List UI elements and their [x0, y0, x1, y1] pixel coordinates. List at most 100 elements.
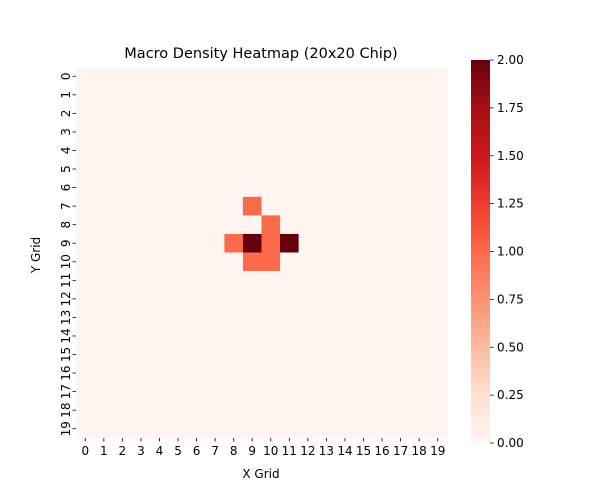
heatmap-cell [317, 400, 337, 420]
heatmap-cell [131, 419, 151, 439]
heatmap-cell [242, 141, 262, 161]
heatmap-cell [150, 419, 170, 439]
heatmap-cell [354, 382, 374, 402]
x-tick-label: 17 [393, 444, 408, 458]
heatmap-cell [242, 104, 262, 124]
heatmap-cell [113, 363, 133, 383]
heatmap-cell [372, 345, 392, 365]
x-tick-label: 18 [412, 444, 427, 458]
y-tick-label: 19 [59, 421, 73, 436]
heatmap-cell [354, 289, 374, 309]
heatmap-cell [113, 345, 133, 365]
heatmap-cell [131, 159, 151, 179]
x-tick-label: 8 [230, 444, 238, 458]
heatmap-cell [280, 104, 299, 124]
heatmap-cell [76, 141, 95, 161]
heatmap-cell [113, 159, 133, 179]
heatmap-cell [298, 382, 318, 402]
heatmap-cell [317, 178, 337, 198]
heatmap-cell [335, 326, 355, 346]
heatmap-cell [335, 289, 355, 309]
heatmap-cell [409, 85, 429, 105]
heatmap-cell [372, 104, 392, 124]
heatmap-cell [354, 271, 374, 290]
heatmap-cell [187, 308, 207, 328]
heatmap-cell [428, 382, 448, 402]
heatmap-cell [372, 233, 392, 253]
heatmap-cell [131, 363, 151, 383]
heatmap-cell [242, 363, 262, 383]
heatmap-cell [150, 85, 170, 105]
heatmap-cell [428, 345, 448, 365]
heatmap-cell [428, 271, 448, 290]
heatmap-cell [409, 178, 429, 198]
heatmap-cell [150, 159, 170, 179]
heatmap-cell [76, 196, 95, 216]
heatmap-cell [261, 178, 281, 198]
heatmap-cell [131, 104, 151, 124]
colorbar-ticks: 0.00 0.25 0.50 0.75 1.00 1.25 1.50 1.75 2.00 [490, 53, 524, 450]
heatmap-cell [76, 363, 95, 383]
heatmap-cell [150, 67, 170, 86]
heatmap-cell [409, 271, 429, 290]
heatmap-cell [354, 400, 374, 420]
heatmap-cell [205, 122, 225, 142]
heatmap-cell [298, 419, 318, 439]
heatmap-cell [205, 345, 225, 365]
colorbar-tick-label: 1.50 [497, 149, 524, 163]
heatmap-cell [317, 382, 337, 402]
heatmap-cell [280, 122, 299, 142]
heatmap-cell [150, 382, 170, 402]
heatmap-cell [168, 159, 188, 179]
heatmap-cell [187, 196, 207, 216]
heatmap-cell [372, 122, 392, 142]
heatmap-cell [113, 308, 133, 328]
heatmap-cell [409, 382, 429, 402]
heatmap-cell [242, 67, 262, 86]
heatmap-cell [391, 196, 411, 216]
heatmap-cell [150, 141, 170, 161]
heatmap-cell [224, 233, 244, 253]
heatmap-cell [131, 326, 151, 346]
heatmap-cell [187, 159, 207, 179]
heatmap-cell [354, 122, 374, 142]
heatmap-cell [335, 196, 355, 216]
heatmap-cell [113, 382, 133, 402]
heatmap-cell [168, 271, 188, 290]
heatmap-cell [409, 252, 429, 272]
heatmap-cell [298, 141, 318, 161]
heatmap-cell [150, 178, 170, 198]
heatmap-cell [131, 289, 151, 309]
heatmap-cell [261, 141, 281, 161]
heatmap-cell [113, 85, 133, 105]
heatmap-cell [317, 326, 337, 346]
heatmap-cell [261, 400, 281, 420]
heatmap-cell [409, 196, 429, 216]
heatmap-cell [354, 85, 374, 105]
heatmap-cell [261, 326, 281, 346]
heatmap-cell [335, 178, 355, 198]
heatmap-cell [168, 85, 188, 105]
x-tick-label: 15 [356, 444, 371, 458]
heatmap-cell [113, 178, 133, 198]
x-tick-label: 13 [319, 444, 334, 458]
heatmap-cell [205, 104, 225, 124]
heatmap-cell [187, 271, 207, 290]
x-tick-label: 19 [430, 444, 445, 458]
heatmap-cell [280, 289, 299, 309]
y-tick-label: 5 [59, 165, 73, 173]
heatmap-cells [76, 67, 448, 439]
heatmap-cell [94, 308, 114, 328]
heatmap-cell [391, 159, 411, 179]
heatmap-cell [242, 196, 262, 216]
heatmap-cell [76, 382, 95, 402]
heatmap-cell [428, 196, 448, 216]
heatmap-cell [391, 271, 411, 290]
x-tick-label: 16 [374, 444, 389, 458]
heatmap-cell [94, 122, 114, 142]
heatmap-cell [280, 271, 299, 290]
heatmap-cell [391, 252, 411, 272]
heatmap-cell [131, 67, 151, 86]
heatmap-cell [261, 67, 281, 86]
colorbar-tick-label: 1.75 [497, 101, 524, 115]
